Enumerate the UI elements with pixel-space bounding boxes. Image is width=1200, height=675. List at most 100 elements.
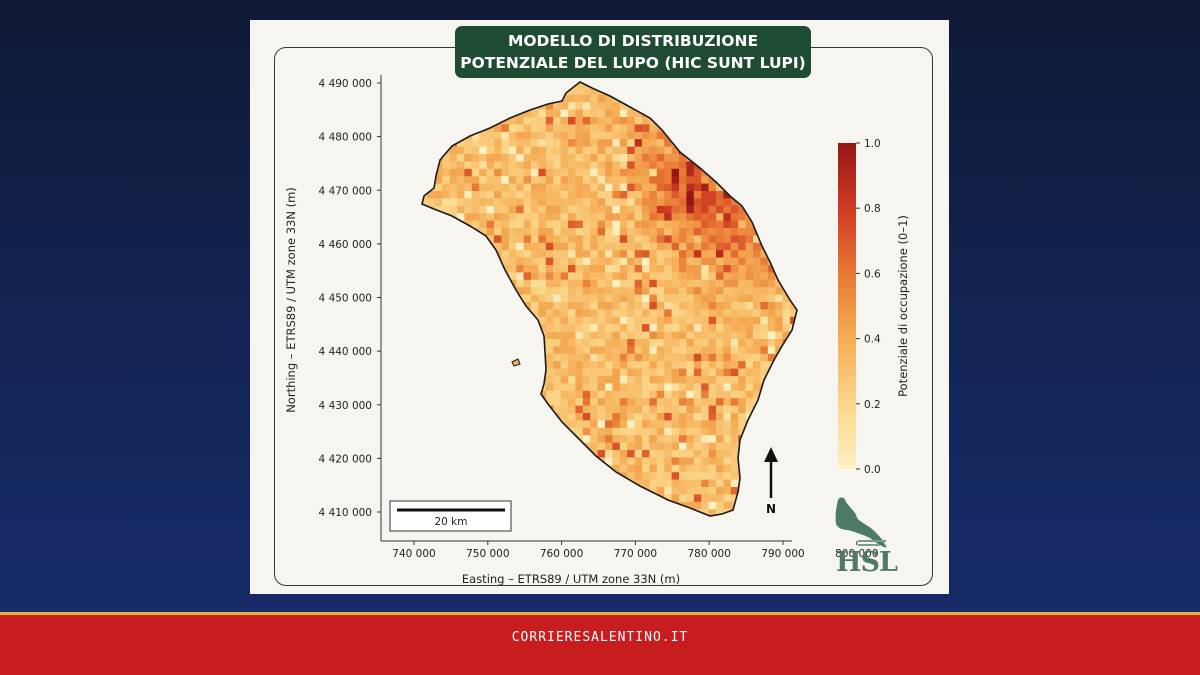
heatmap-cell: [538, 324, 547, 332]
heatmap-cell: [634, 257, 643, 266]
heatmap-cell: [427, 339, 436, 347]
wolf-silhouette-icon: [835, 497, 887, 548]
heatmap-cell: [605, 139, 613, 147]
heatmap-cell: [568, 398, 576, 406]
heatmap-cell: [434, 457, 443, 466]
heatmap-cell: [545, 124, 554, 133]
heatmap-cell: [708, 250, 717, 258]
heatmap-cell: [627, 501, 635, 510]
heatmap-cell: [590, 376, 598, 384]
heatmap-cell: [545, 272, 554, 281]
heatmap-cell: [745, 427, 754, 436]
heatmap-cell: [619, 220, 628, 229]
heatmap-cell: [612, 287, 621, 295]
heatmap-cell: [664, 213, 672, 221]
heatmap-cell: [671, 183, 680, 192]
heatmap-cell: [612, 339, 621, 347]
heatmap-cell: [686, 398, 695, 406]
heatmap-cell: [612, 405, 621, 414]
heatmap-cell: [708, 205, 717, 214]
heatmap-cell: [656, 154, 665, 162]
heatmap-cell: [797, 258, 805, 266]
heatmap-cell: [582, 383, 591, 392]
heatmap-cell: [767, 272, 776, 281]
heatmap-cell: [745, 250, 754, 258]
heatmap-cell: [422, 220, 428, 229]
heatmap-cell: [508, 87, 517, 96]
heatmap-cell: [422, 272, 428, 281]
heatmap-cell: [560, 487, 569, 495]
heatmap-cell: [730, 213, 739, 221]
heatmap-cell: [422, 324, 428, 332]
heatmap-cell: [582, 346, 591, 355]
heatmap-cell: [486, 472, 495, 480]
heatmap-cell: [619, 331, 628, 340]
heatmap-cell: [575, 279, 584, 288]
heatmap-cell: [501, 450, 510, 458]
heatmap-cell: [531, 294, 539, 303]
heatmap-cell: [627, 339, 635, 347]
heatmap-cell: [538, 442, 547, 451]
heatmap-cell: [686, 183, 695, 192]
heatmap-cell: [464, 168, 473, 177]
heatmap-cell: [531, 124, 539, 133]
heatmap-cell: [619, 316, 628, 325]
heatmap-cell: [649, 494, 658, 503]
heatmap-cell: [649, 191, 658, 199]
heatmap-cell: [582, 205, 591, 214]
heatmap-cell: [545, 109, 554, 118]
heatmap-cell: [516, 501, 524, 510]
heatmap-cell: [486, 294, 495, 303]
heatmap-cell: [597, 353, 606, 362]
heatmap-cell: [671, 368, 680, 377]
heatmap-cell: [516, 287, 524, 295]
heatmap-cell: [471, 213, 480, 221]
heatmap-cell: [612, 442, 621, 451]
heatmap-cell: [679, 124, 687, 133]
heatmap-cell: [508, 131, 517, 140]
heatmap-cell: [612, 250, 621, 258]
heatmap-cell: [656, 346, 665, 355]
heatmap-cell: [560, 309, 569, 318]
heatmap-cell: [560, 361, 569, 369]
heatmap-cell: [679, 161, 687, 170]
heatmap-cell: [797, 502, 805, 510]
heatmap-cell: [486, 279, 495, 288]
heatmap-cell: [479, 324, 487, 332]
heatmap-cell: [642, 457, 650, 466]
heatmap-cell: [582, 235, 591, 244]
heatmap-cell: [508, 413, 517, 421]
heatmap-cell: [494, 405, 502, 414]
heatmap-cell: [501, 287, 510, 295]
heatmap-cell: [545, 94, 554, 103]
heatmap-cell: [494, 339, 502, 347]
heatmap-cell: [664, 250, 672, 258]
heatmap-cell: [545, 198, 554, 207]
heatmap-cell: [434, 94, 443, 103]
heatmap-cell: [457, 479, 465, 488]
heatmap-cell: [523, 168, 532, 177]
heatmap-cell: [649, 124, 658, 133]
heatmap-cell: [560, 339, 569, 347]
heatmap-cell: [531, 464, 539, 473]
heatmap-cell: [782, 368, 791, 377]
heatmap-cell: [486, 257, 495, 266]
heatmap-cell: [693, 398, 702, 406]
heatmap-cell: [701, 509, 709, 516]
heatmap-cell: [701, 487, 709, 495]
heatmap-cell: [664, 324, 672, 332]
heatmap-cell: [612, 353, 621, 362]
heatmap-cell: [464, 117, 473, 125]
heatmap-cell: [442, 94, 450, 103]
heatmap-cell: [619, 161, 628, 170]
heatmap-cell: [590, 398, 598, 406]
heatmap-cell: [716, 87, 724, 96]
heatmap-cell: [486, 353, 495, 362]
heatmap-cell: [656, 501, 665, 510]
heatmap-cell: [523, 346, 532, 355]
heatmap-cell: [457, 316, 465, 325]
heatmap-cell: [730, 176, 739, 184]
heatmap-cell: [649, 228, 658, 236]
heatmap-cell: [782, 346, 791, 355]
heatmap-cell: [649, 324, 658, 332]
